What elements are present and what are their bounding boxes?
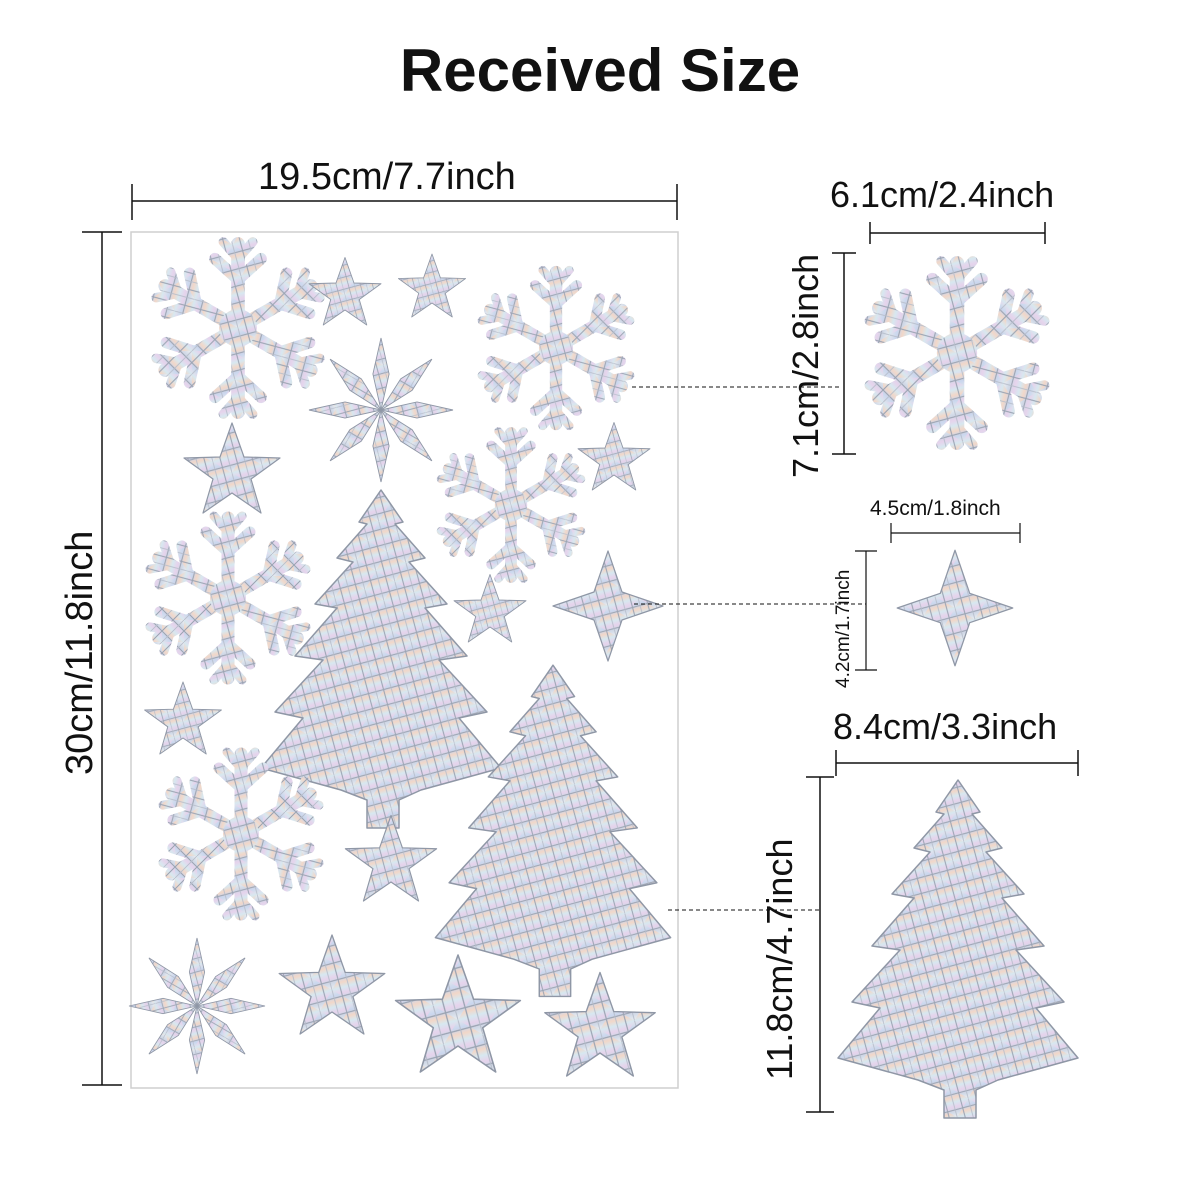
spike-star-sticker (129, 938, 265, 1074)
snowflake-width-label: 6.1cm/2.4inch (830, 174, 1055, 215)
sheet-width-dimension (131, 184, 678, 220)
star-width-label: 4.5cm/1.8inch (870, 497, 1001, 520)
sheet-height-dimension (82, 231, 122, 1086)
star-height-label: 4.2cm/1.7inch (833, 569, 854, 688)
detail-tree-dimensions (806, 750, 1079, 1113)
detail-star-dimensions (855, 523, 1021, 671)
detail-snowflake-dimensions (832, 222, 1046, 455)
tree-width-label: 8.4cm/3.3inch (833, 706, 1058, 747)
leader-lines (632, 386, 866, 911)
detail-tree (837, 779, 1079, 1119)
page-title: Received Size (399, 37, 801, 104)
detail-snowflake (865, 261, 1049, 445)
sheet-width-label: 19.5cm/7.7inch (258, 156, 516, 198)
detail-star (896, 549, 1014, 667)
snowflake-height-label: 7.1cm/2.8inch (785, 253, 826, 478)
spike-star-sticker (309, 338, 453, 482)
sheet-height-label: 30cm/11.8inch (59, 530, 101, 775)
tree-height-label: 11.8cm/4.7inch (759, 838, 800, 1080)
